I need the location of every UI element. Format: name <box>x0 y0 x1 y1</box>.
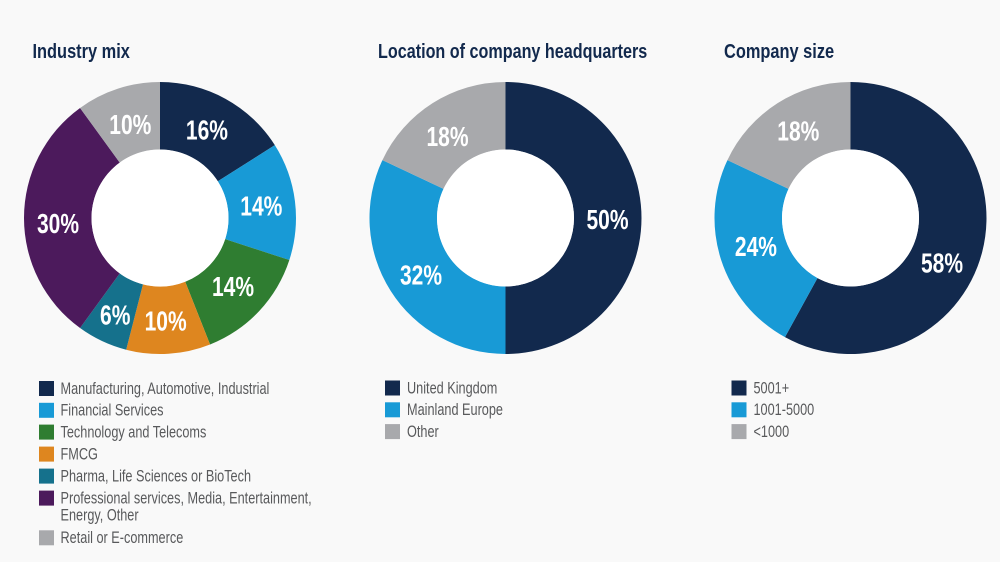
svg-text:16%: 16% <box>186 116 228 147</box>
svg-text:30%: 30% <box>37 209 79 240</box>
svg-text:<1000: <1000 <box>754 422 790 441</box>
svg-text:United Kingdom: United Kingdom <box>407 379 497 398</box>
svg-text:10%: 10% <box>145 307 187 338</box>
svg-text:6%: 6% <box>100 301 130 332</box>
svg-text:58%: 58% <box>921 249 963 280</box>
svg-text:14%: 14% <box>240 192 282 223</box>
svg-text:Location of company headquarte: Location of company headquarters <box>378 41 647 63</box>
svg-text:Energy, Other: Energy, Other <box>61 506 139 525</box>
svg-text:Financial Services: Financial Services <box>61 401 164 420</box>
svg-text:14%: 14% <box>212 272 254 303</box>
svg-text:FMCG: FMCG <box>61 445 98 464</box>
svg-text:Company size: Company size <box>724 40 834 63</box>
svg-text:Mainland Europe: Mainland Europe <box>407 400 503 419</box>
svg-text:1001-5000: 1001-5000 <box>754 400 815 419</box>
svg-text:Pharma, Life Sciences or BioTe: Pharma, Life Sciences or BioTech <box>61 467 252 486</box>
svg-text:Industry mix: Industry mix <box>33 40 131 63</box>
svg-text:32%: 32% <box>400 261 442 292</box>
svg-text:Technology and Telecoms: Technology and Telecoms <box>61 423 207 442</box>
svg-text:Manufacturing, Automotive, Ind: Manufacturing, Automotive, Industrial <box>61 379 270 398</box>
svg-text:18%: 18% <box>426 122 468 153</box>
svg-text:Retail or E-commerce: Retail or E-commerce <box>61 528 184 547</box>
svg-text:50%: 50% <box>586 205 628 236</box>
svg-text:Other: Other <box>407 422 439 441</box>
svg-text:5001+: 5001+ <box>754 379 790 398</box>
svg-text:10%: 10% <box>109 110 151 141</box>
svg-text:24%: 24% <box>735 232 777 263</box>
svg-text:Professional services, Media,: Professional services, Media, Entertainm… <box>61 489 312 508</box>
svg-text:18%: 18% <box>777 117 819 148</box>
